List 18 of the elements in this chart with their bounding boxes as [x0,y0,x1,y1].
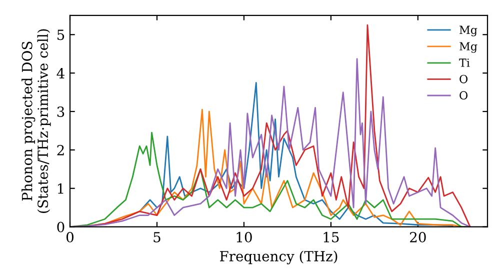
y-tick-label: 4 [56,68,64,78]
legend-label: O [460,91,468,100]
x-tick-label: 20 [410,232,426,242]
legend-label: O [460,74,468,84]
y-tick-label: 3 [57,106,64,117]
x-tick-label: 5 [154,232,160,242]
legend-label: Ti [459,58,470,67]
y-tick-label: 0 [57,222,64,232]
x-tick-label: 0 [66,232,74,242]
y-tick-label: 2 [57,144,64,156]
x-tick-label: 15 [324,232,339,242]
x-axis-title: Frequency (THz) [220,250,338,264]
y-axis-title: Phonon projected DOS (States/THz·primitive cell) [22,29,51,213]
legend-label: Mg [460,42,478,53]
x-tick-label: 10 [236,232,252,242]
y-tick-label: 1 [58,183,64,194]
y-tick-label: 5 [57,30,64,40]
legend-label: Mg [460,26,478,36]
